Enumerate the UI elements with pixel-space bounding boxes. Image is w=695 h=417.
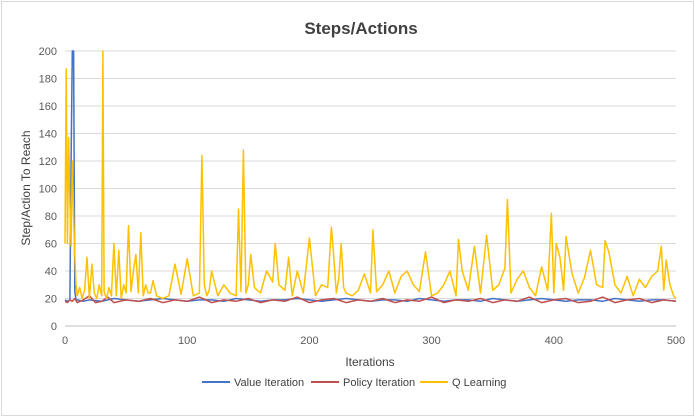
y-axis-title: Step/Action To Reach: [19, 130, 33, 245]
y-tick-label: 40: [45, 266, 57, 278]
x-tick-label: 500: [667, 335, 685, 347]
y-tick-label: 140: [39, 129, 57, 141]
y-tick-label: 180: [39, 74, 57, 86]
legend-label: Value Iteration: [234, 377, 304, 389]
legend: Value Iteration Policy Iteration Q Learnin…: [202, 377, 506, 389]
x-tick-label: 0: [62, 335, 68, 347]
series-lines: [64, 50, 677, 304]
y-tick-label: 60: [45, 239, 57, 251]
x-tick-label: 400: [545, 335, 563, 347]
y-tick-label: 0: [51, 321, 57, 333]
series-line-policy-iteration: [64, 295, 677, 304]
x-tick-label: 100: [178, 335, 196, 347]
y-tick-labels: 0 20 40 60 80 100 120 140 160 180 200: [39, 46, 57, 333]
y-tick-label: 100: [39, 184, 57, 196]
series-line-value-iteration: [64, 50, 677, 303]
series-line-q-learning: [64, 50, 677, 300]
x-tick-label: 300: [422, 335, 440, 347]
legend-label: Q Learning: [452, 377, 506, 389]
x-axis-title: Iterations: [345, 355, 394, 369]
legend-label: Policy Iteration: [343, 377, 415, 389]
y-tick-label: 200: [39, 46, 57, 58]
x-tick-labels: 0 100 200 300 400 500: [62, 335, 685, 347]
y-tick-label: 120: [39, 156, 57, 168]
y-tick-label: 20: [45, 294, 57, 306]
y-tick-label: 80: [45, 211, 57, 223]
x-tick-label: 200: [300, 335, 318, 347]
y-tick-label: 160: [39, 101, 57, 113]
chart-title: Steps/Actions: [304, 19, 417, 38]
